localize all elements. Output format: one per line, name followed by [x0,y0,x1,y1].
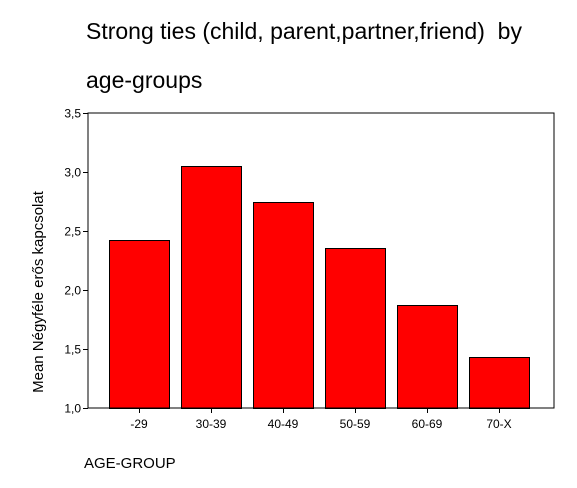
y-axis-label-group: Mean Négyféle erős kapcsolat [30,190,47,393]
x-tick-label: 30-39 [196,417,227,431]
chart-title-line-2: age-groups [86,67,203,93]
x-tick-label: 50-59 [340,417,371,431]
x-axis-label: AGE-GROUP [84,455,176,472]
y-axis-label: Mean Négyféle erős kapcsolat [30,190,47,393]
y-tick-label: 2,0 [64,284,81,298]
chart-title-line-1: Strong ties (child, parent,partner,frien… [86,18,522,44]
y-tick-label: 1,5 [64,343,81,357]
bar--29 [109,240,170,409]
x-tick-label: -29 [130,417,148,431]
y-tick-label: 2,5 [64,225,81,239]
y-tick-label: 3,0 [64,166,81,180]
x-tick-label: 70-X [486,417,511,431]
bar-70-X [469,357,530,409]
x-tick-label: 60-69 [412,417,443,431]
bar-50-59 [325,248,386,409]
x-tick-label: 40-49 [268,417,299,431]
y-tick-label: 1,0 [64,402,81,416]
bar-30-39 [181,166,242,409]
y-tick-label: 3,5 [64,107,81,121]
plot-area-frame [87,112,555,409]
bar-60-69 [397,305,458,409]
bar-40-49 [253,202,314,409]
